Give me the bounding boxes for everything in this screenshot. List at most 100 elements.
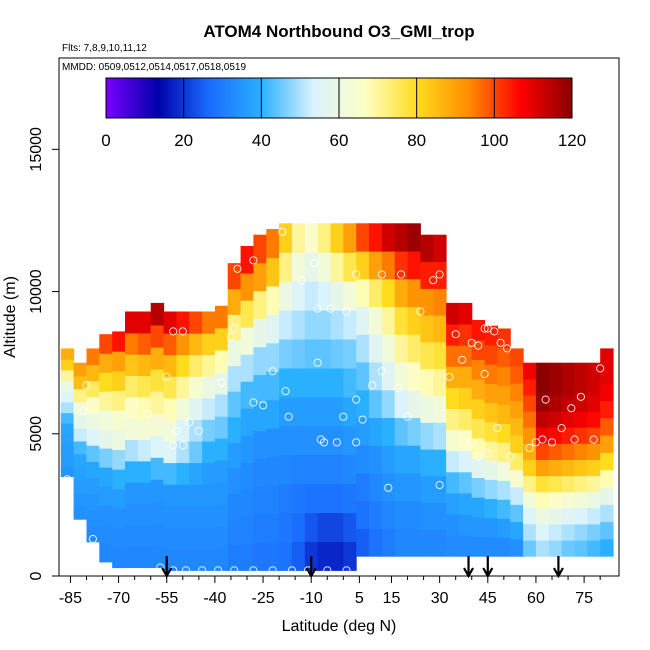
heatmap-cell bbox=[99, 485, 113, 506]
heatmap-cell bbox=[600, 348, 614, 367]
heatmap-cell bbox=[548, 443, 563, 460]
heatmap-cell bbox=[253, 234, 267, 264]
heatmap-cell bbox=[548, 459, 563, 477]
heatmap-cell bbox=[574, 378, 588, 396]
heatmap-cell bbox=[561, 378, 575, 396]
heatmap-cell bbox=[343, 541, 357, 571]
heatmap-cell bbox=[381, 362, 396, 391]
heatmap-cell bbox=[240, 435, 254, 463]
heatmap-cell bbox=[600, 417, 614, 436]
heatmap-cell bbox=[433, 341, 447, 370]
heatmap-cell bbox=[317, 281, 331, 311]
heatmap-cell bbox=[266, 371, 280, 401]
heatmap-cell bbox=[356, 306, 370, 335]
heatmap-cell bbox=[510, 400, 524, 419]
colorbar-tick-label: 80 bbox=[407, 131, 426, 150]
observation-point bbox=[249, 566, 258, 575]
heatmap-cell bbox=[369, 306, 383, 335]
heatmap-cell bbox=[510, 469, 524, 488]
heatmap-cell bbox=[176, 397, 190, 420]
colorbar-tick-label: 100 bbox=[480, 131, 508, 150]
heatmap-cell bbox=[497, 423, 511, 443]
heatmap-cell bbox=[99, 334, 113, 354]
heatmap-cell bbox=[433, 448, 447, 477]
heatmap-cell bbox=[433, 529, 447, 557]
heatmap-cell bbox=[137, 546, 152, 568]
x-tick-label: 5 bbox=[355, 590, 364, 607]
heatmap-cell bbox=[60, 412, 75, 424]
observation-point bbox=[249, 256, 258, 265]
heatmap-cell bbox=[150, 479, 165, 502]
heatmap-cell bbox=[484, 460, 498, 480]
heatmap-cell bbox=[86, 509, 100, 527]
heatmap-cell bbox=[317, 367, 331, 398]
observation-point bbox=[230, 324, 239, 333]
heatmap-cell bbox=[279, 454, 293, 485]
heatmap-cell bbox=[600, 521, 614, 540]
heatmap-cell bbox=[189, 527, 203, 550]
heatmap-cell bbox=[125, 354, 139, 376]
heatmap-cell bbox=[369, 417, 383, 446]
observation-point bbox=[474, 341, 483, 350]
heatmap-cell bbox=[317, 454, 331, 485]
heatmap-cell bbox=[446, 513, 460, 536]
heatmap-cell bbox=[561, 459, 575, 477]
heatmap-cell bbox=[523, 378, 537, 396]
heatmap-cell bbox=[112, 331, 126, 352]
observation-point bbox=[194, 426, 203, 435]
heatmap-cell bbox=[189, 311, 203, 334]
heatmap-cell bbox=[125, 524, 139, 547]
heatmap-cell bbox=[587, 540, 601, 557]
x-tick-label: 30 bbox=[431, 590, 449, 607]
observation-point bbox=[503, 344, 512, 353]
heatmap-cell bbox=[112, 351, 126, 372]
heatmap-cell bbox=[189, 484, 203, 507]
observation-point bbox=[233, 264, 242, 273]
heatmap-cell bbox=[356, 500, 370, 529]
heatmap-cell bbox=[497, 385, 511, 405]
heatmap-cell bbox=[523, 394, 537, 412]
heatmap-cell bbox=[227, 288, 242, 315]
heatmap-cell bbox=[317, 252, 331, 282]
observation-point bbox=[79, 406, 88, 416]
heatmap-cell bbox=[202, 397, 216, 420]
heatmap-cell bbox=[394, 417, 409, 446]
y-axis-label: Altitude (m) bbox=[2, 276, 19, 358]
heatmap-cell bbox=[189, 548, 203, 571]
heatmap-cell bbox=[471, 516, 486, 537]
heatmap-cell bbox=[202, 311, 216, 334]
heatmap-cell bbox=[99, 429, 113, 449]
heatmap-cell bbox=[330, 252, 344, 282]
heatmap-cell bbox=[548, 507, 563, 525]
heatmap-cell bbox=[394, 334, 409, 363]
heatmap-cell bbox=[433, 502, 447, 530]
heatmap-cell bbox=[99, 372, 113, 392]
heatmap-cells bbox=[60, 223, 614, 571]
heatmap-cell bbox=[189, 354, 203, 377]
heatmap-cell bbox=[587, 475, 601, 493]
heatmap-cell bbox=[163, 419, 177, 442]
observation-point bbox=[576, 392, 586, 401]
observation-point bbox=[493, 424, 502, 433]
heatmap-cell bbox=[343, 512, 357, 542]
heatmap-cell bbox=[561, 523, 575, 541]
heatmap-cell bbox=[497, 404, 511, 424]
x-tick-label: 60 bbox=[527, 590, 545, 607]
heatmap-cell bbox=[381, 278, 396, 308]
observation-point bbox=[313, 304, 322, 313]
heatmap-cell bbox=[561, 427, 575, 444]
heatmap-cell bbox=[112, 508, 126, 529]
heatmap-cell bbox=[73, 414, 87, 429]
y-tick-label: 0 bbox=[28, 571, 45, 580]
heatmap-cell bbox=[535, 394, 550, 412]
observation-point bbox=[377, 367, 386, 376]
observation-point bbox=[429, 276, 438, 285]
heatmap-cell bbox=[407, 389, 421, 418]
observation-point bbox=[480, 324, 489, 333]
heatmap-cell bbox=[420, 422, 434, 450]
heatmap-cell bbox=[150, 369, 165, 392]
heatmap-cell bbox=[523, 507, 537, 525]
heatmap-cell bbox=[433, 475, 447, 504]
heatmap-cell bbox=[227, 263, 242, 290]
heatmap-cell bbox=[523, 491, 537, 509]
